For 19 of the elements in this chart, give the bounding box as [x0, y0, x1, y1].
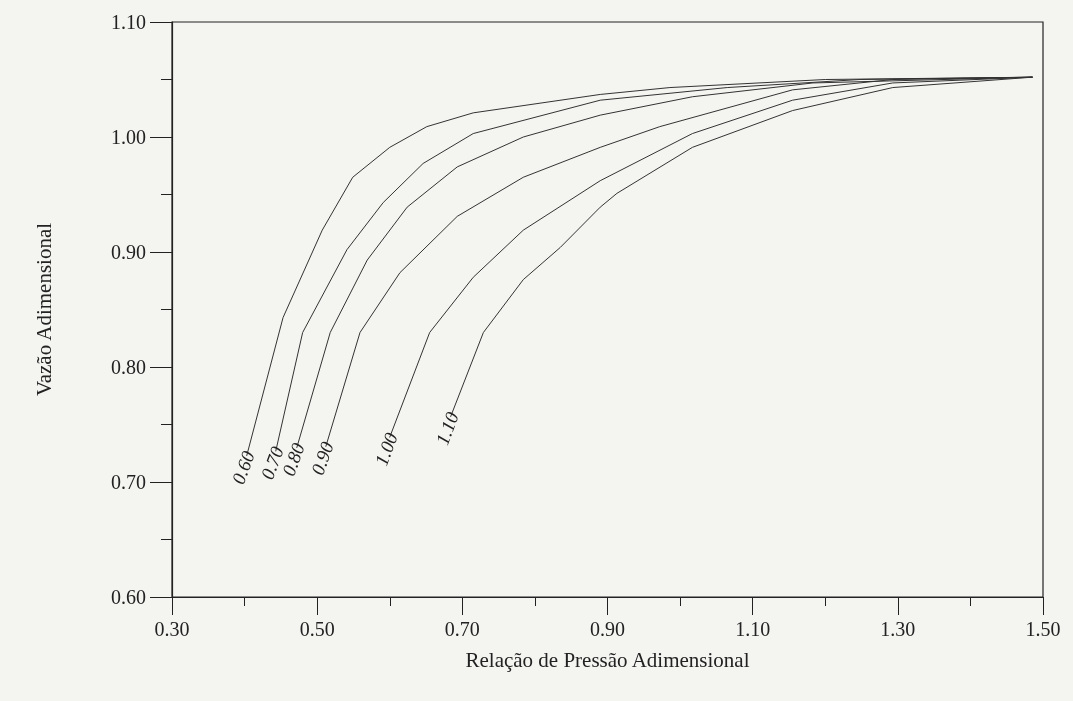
x-tick-label: 1.10: [735, 618, 771, 640]
y-tick-label: 1.10: [111, 11, 146, 33]
x-tick-label: 1.50: [1025, 618, 1061, 640]
y-tick-label: 0.70: [111, 471, 146, 493]
y-tick-label: 0.80: [111, 356, 146, 378]
text: 1.10: [431, 408, 463, 448]
x-tick-label: 0.70: [444, 618, 480, 640]
text: 1.00: [370, 429, 402, 469]
y-tick-label: 1.00: [111, 126, 146, 148]
y-tick-label: 0.90: [111, 241, 146, 263]
text: 0.90: [306, 438, 338, 478]
x-tick-label: 0.90: [590, 618, 625, 640]
y-tick-label: 0.60: [111, 586, 146, 608]
y-axis-title: Vazão Adimensional: [31, 222, 56, 397]
x-tick-label: 0.30: [154, 618, 190, 640]
text: 0.60: [227, 447, 259, 487]
x-tick-label: 0.50: [299, 618, 335, 640]
x-axis-title: Relação de Pressão Adimensional: [465, 647, 750, 672]
x-tick-label: 1.30: [880, 618, 916, 640]
